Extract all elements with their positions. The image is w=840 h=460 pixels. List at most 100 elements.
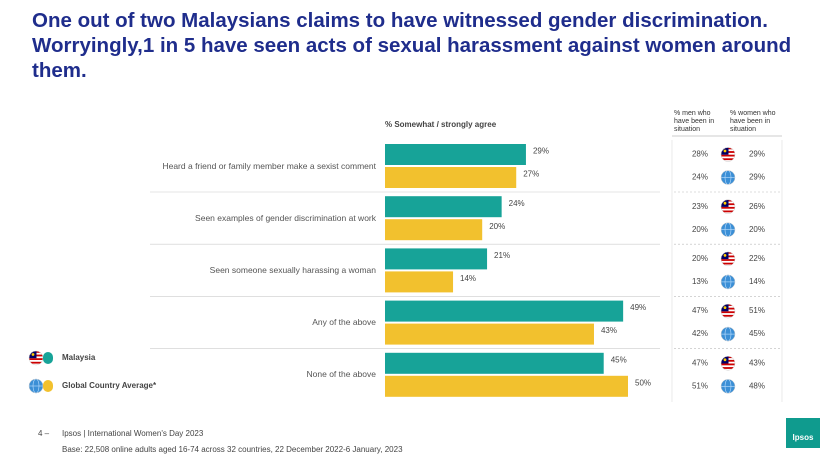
flag-star xyxy=(723,358,727,362)
flag xyxy=(721,199,735,214)
flag-stripe xyxy=(721,311,735,314)
women-value: 29% xyxy=(749,150,765,159)
icon-ring xyxy=(720,326,736,342)
icon-ring xyxy=(720,251,736,267)
flag-stripe xyxy=(29,358,43,360)
base-note: Base: 22,508 online adults aged 16-74 ac… xyxy=(62,445,403,454)
category-label-box: Any of the above xyxy=(140,301,376,345)
series-icon xyxy=(720,303,736,319)
category-label: Seen someone sexually harassing a woman xyxy=(140,248,376,292)
men-value: 47% xyxy=(692,358,708,367)
series-icon xyxy=(720,199,736,214)
men-value: 28% xyxy=(692,150,708,159)
column-header-text: % men who have been in situation xyxy=(674,110,715,133)
category-label-text: Seen someone sexually harassing a woman xyxy=(209,264,376,275)
series-icon xyxy=(720,170,736,185)
flag-stripe xyxy=(721,154,735,157)
women-value: 14% xyxy=(749,277,765,286)
logo-box xyxy=(786,418,820,448)
category-label: None of the above xyxy=(140,353,376,397)
column-header-box: % women who have been in situation xyxy=(730,94,780,134)
legend-label: Malaysia xyxy=(62,353,96,362)
column-header: % women who have been in situation xyxy=(730,94,780,134)
flag-stripe xyxy=(721,206,735,209)
flag-star xyxy=(723,306,727,309)
legend-swatch xyxy=(43,352,53,364)
women-value: 51% xyxy=(749,306,765,315)
flag xyxy=(29,351,43,365)
women-value: 26% xyxy=(749,202,765,211)
series-icon xyxy=(720,274,736,290)
men-value: 13% xyxy=(692,277,708,286)
bar xyxy=(385,196,502,218)
women-value: 43% xyxy=(749,358,765,367)
icon-ring xyxy=(720,303,736,319)
value-label: 50% xyxy=(635,378,651,387)
value-label: 45% xyxy=(611,355,627,364)
flag xyxy=(721,356,735,371)
category-label: Any of the above xyxy=(140,301,376,345)
flag-star xyxy=(723,254,727,257)
value-label: 29% xyxy=(533,147,549,156)
flag xyxy=(721,251,735,266)
legend-label: Global Country Average* xyxy=(62,381,157,390)
title: One out of two Malaysians claims to have… xyxy=(32,9,792,82)
bar xyxy=(385,352,604,374)
bar xyxy=(385,271,454,293)
series-icon xyxy=(720,378,736,394)
bar xyxy=(385,248,488,270)
men-value: 42% xyxy=(692,329,708,338)
value-label: 14% xyxy=(460,274,476,283)
flag-stripe xyxy=(721,367,735,369)
bar xyxy=(385,219,483,241)
flag xyxy=(721,147,735,162)
category-label-text: None of the above xyxy=(306,369,376,380)
category-label: Heard a friend or family member make a s… xyxy=(140,144,376,188)
category-label-box: Seen someone sexually harassing a woman xyxy=(140,248,376,292)
women-value: 29% xyxy=(749,173,765,182)
icon-ring xyxy=(720,274,736,290)
series-icon xyxy=(720,222,736,237)
flag-star xyxy=(723,201,727,205)
series-icon xyxy=(720,251,736,267)
icon-ring xyxy=(720,356,736,371)
bar xyxy=(385,144,526,165)
series-icon xyxy=(720,356,736,371)
bar xyxy=(385,375,628,397)
value-label: 43% xyxy=(601,326,617,335)
value-label: 20% xyxy=(489,222,505,231)
men-value: 24% xyxy=(692,173,708,182)
value-label: 24% xyxy=(509,199,525,208)
men-value: 47% xyxy=(692,306,708,315)
category-label-box: Heard a friend or family member make a s… xyxy=(140,144,376,188)
flag-stripe xyxy=(721,210,735,213)
flag-stripe xyxy=(721,314,735,317)
category-label-box: Seen examples of gender discrimination a… xyxy=(195,213,376,223)
icon-ring xyxy=(720,222,736,237)
flag-star xyxy=(31,353,35,356)
series-icon xyxy=(720,326,736,342)
men-value: 23% xyxy=(692,202,708,211)
women-value: 22% xyxy=(749,254,765,263)
flag-stripe xyxy=(721,158,735,161)
value-label: 21% xyxy=(494,251,510,260)
series-icon xyxy=(720,147,736,162)
bar xyxy=(385,167,517,188)
icon-ring xyxy=(720,147,736,162)
value-label: 27% xyxy=(523,170,539,179)
bar xyxy=(385,300,624,322)
bar xyxy=(385,323,594,345)
women-value: 45% xyxy=(749,329,765,338)
flag-stripe xyxy=(721,363,735,366)
flag-star xyxy=(723,149,727,153)
men-value: 20% xyxy=(692,225,708,234)
icon-ring xyxy=(720,379,736,394)
series-icon xyxy=(28,378,44,394)
series-icon xyxy=(28,350,44,366)
column-header-text: % women who have been in situation xyxy=(730,110,776,133)
flag-stripe xyxy=(721,259,735,261)
logo: Ipsos xyxy=(793,433,814,442)
value-label: 49% xyxy=(630,303,646,312)
